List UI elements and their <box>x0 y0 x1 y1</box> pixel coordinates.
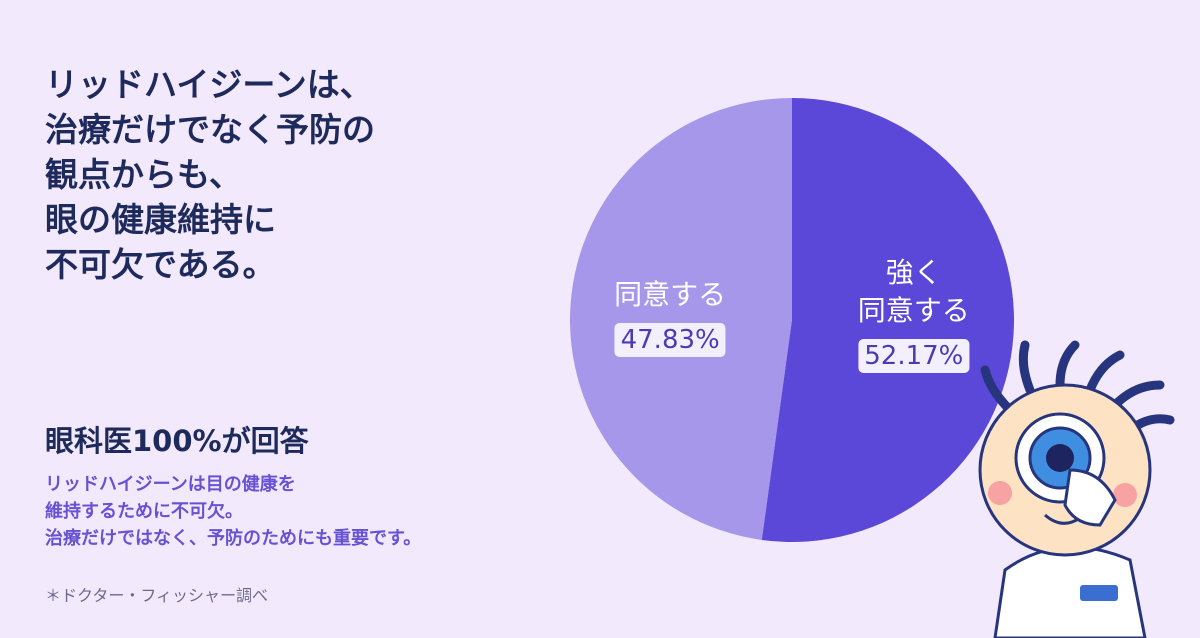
footnote: ＊ドクター・フィッシャー調べ <box>45 586 269 605</box>
title-line: 観点からも、 <box>45 155 243 194</box>
pie-slice <box>761 98 1014 542</box>
title-line: リッドハイジーンは、 <box>45 65 373 104</box>
title-line: 眼の健康維持に <box>45 200 276 239</box>
slice-label: 強く 同意する <box>857 256 970 328</box>
slice-label: 同意する <box>614 277 727 311</box>
value-label: 47.83% <box>614 322 726 357</box>
mascot <box>978 340 1175 638</box>
title-line: 不可欠である。 <box>45 245 276 284</box>
summary-heading: 眼科医100%が回答 <box>45 424 309 458</box>
pie-slice <box>570 98 792 540</box>
value-label: 52.17% <box>858 339 970 374</box>
summary-line: リッドハイジーンは目の健康を <box>45 474 296 495</box>
title-line: 治療だけでなく予防の <box>45 110 375 149</box>
summary-line: 治療だけではなく、予防のためにも重要です。 <box>45 528 422 549</box>
summary-line: 維持するために不可欠。 <box>45 501 243 522</box>
